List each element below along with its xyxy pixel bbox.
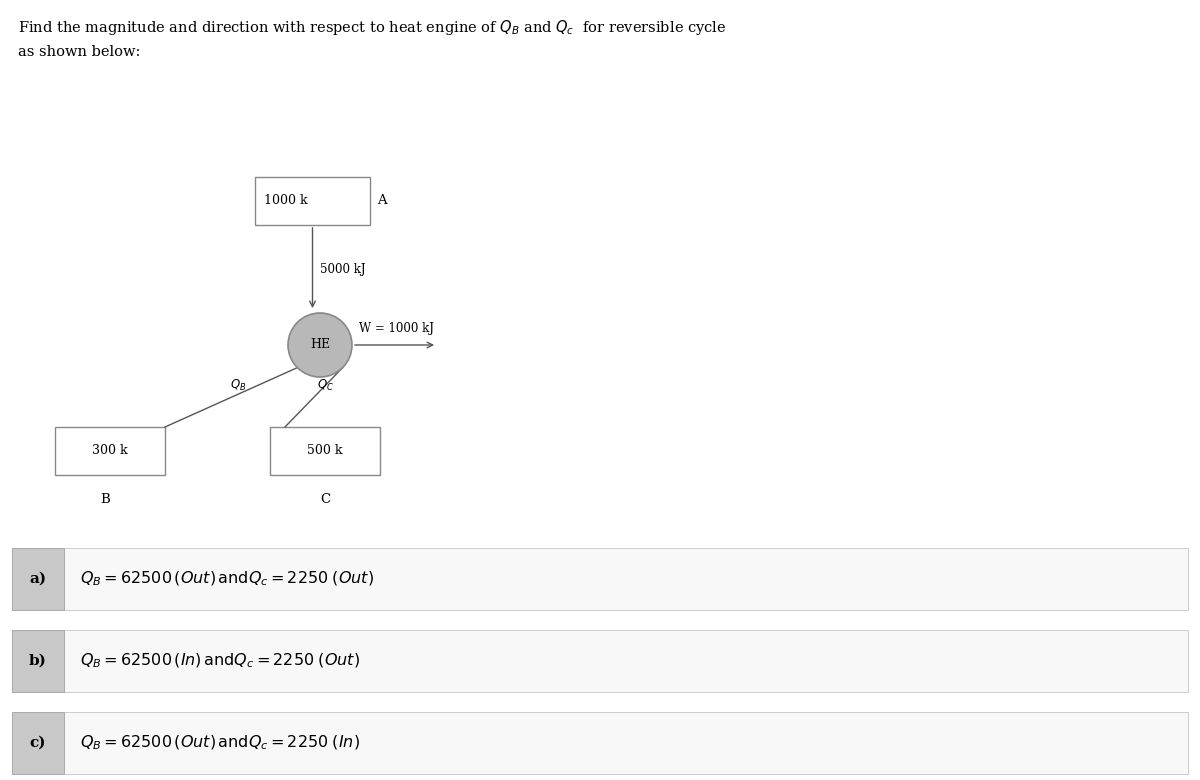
FancyBboxPatch shape [12,548,64,610]
FancyBboxPatch shape [12,712,64,774]
Text: C: C [320,493,330,506]
FancyBboxPatch shape [270,427,380,475]
Text: 500 k: 500 k [307,445,343,458]
Text: B: B [100,493,110,506]
Text: a): a) [30,572,47,586]
Text: $\mathit{Q_B}=62500\,(\mathit{Out})\,\mathrm{and}\mathit{Q_c}=2250\;(\mathit{In}: $\mathit{Q_B}=62500\,(\mathit{Out})\,\ma… [80,734,360,752]
Text: W = 1000 kJ: W = 1000 kJ [359,322,434,335]
FancyBboxPatch shape [254,177,370,225]
FancyBboxPatch shape [12,712,1188,774]
Text: $\mathit{Q_B}=62500\,(\mathit{Out})\,\mathrm{and}\mathit{Q_c}=2250\;(\mathit{Out: $\mathit{Q_B}=62500\,(\mathit{Out})\,\ma… [80,570,374,588]
Text: c): c) [30,736,47,750]
Text: $Q_B$: $Q_B$ [230,378,246,393]
Text: 300 k: 300 k [92,445,128,458]
Text: HE: HE [310,339,330,352]
Text: A: A [377,194,386,207]
Circle shape [288,313,352,377]
Text: $Q_C$: $Q_C$ [317,378,335,393]
Text: $\mathit{Q_B}=62500\,(\mathit{In})\,\mathrm{and}\mathit{Q_c}=2250\;(\mathit{Out}: $\mathit{Q_B}=62500\,(\mathit{In})\,\mat… [80,652,360,670]
Text: 5000 kJ: 5000 kJ [319,263,365,275]
Text: 1000 k: 1000 k [264,194,307,207]
Text: as shown below:: as shown below: [18,45,140,59]
FancyBboxPatch shape [12,548,1188,610]
Text: b): b) [29,654,47,668]
FancyBboxPatch shape [12,630,1188,692]
FancyBboxPatch shape [55,427,166,475]
FancyBboxPatch shape [12,630,64,692]
Text: Find the magnitude and direction with respect to heat engine of $Q_B$ and $Q_c$ : Find the magnitude and direction with re… [18,18,726,37]
